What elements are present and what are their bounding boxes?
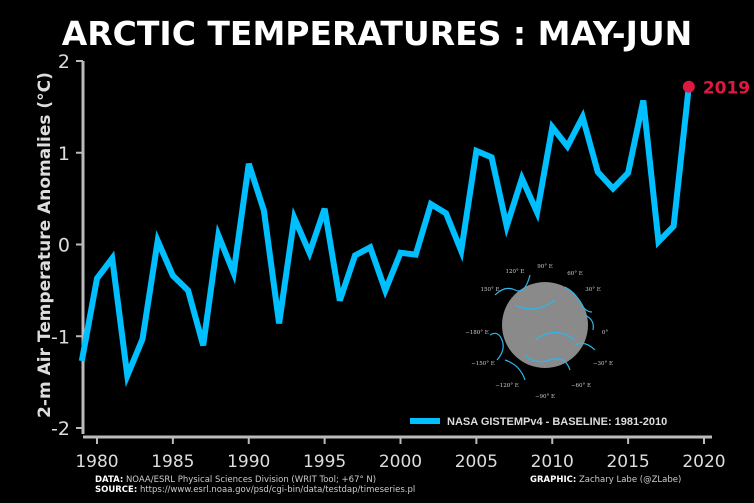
y-tick-label: 1 [58,143,70,165]
data-label: DATA: [95,475,124,485]
footer-graphic: GRAPHIC: Zachary Labe (@ZLabe) [530,475,681,485]
y-axis-label: 2-m Air Temperature Anomalies (°C) [35,72,55,418]
x-tick-label: 1985 [151,452,194,472]
inset-map-label: 90° E [537,264,553,270]
legend-label: NASA GISTEMPv4 - BASELINE: 1981-2010 [447,416,667,428]
inset-map-label: −120° E [495,383,519,389]
inset-map-label: −90° E [535,394,555,400]
highlight-point-2019 [682,80,695,93]
y-tick-label: -2 [51,418,70,440]
inset-arctic-map: 90° E 120° E 60° E 150° E 30° E −180° E 0° −150… [465,264,613,400]
inset-map-label: 120° E [505,269,524,275]
y-tick-label: 0 [58,235,70,257]
inset-map-label: −30° E [593,361,613,367]
inset-coastlines [489,274,596,381]
graphic-text: Zachary Labe (@ZLabe) [578,475,682,485]
x-tick-label: 1990 [227,452,270,472]
x-tick-label: 2010 [531,452,574,472]
inset-globe [502,282,588,368]
legend: NASA GISTEMPv4 - BASELINE: 1981-2010 [410,416,667,428]
series-line [78,86,692,388]
y-tick-label: -1 [51,326,70,348]
data-text: NOAA/ESRL Physical Sciences Division (WR… [125,475,377,485]
inset-map-label: 30° E [585,287,601,293]
source-label: SOURCE: [95,485,138,495]
inset-map-label: −150° E [471,361,495,367]
x-tick-label: 1995 [303,452,346,472]
graphic-label: GRAPHIC: [530,475,577,485]
inset-map-label: 0° [602,330,608,336]
x-tick-label: 2020 [682,452,725,472]
y-tick-label: 2 [58,51,70,73]
annotation-2019: 2019 [703,79,750,99]
source-text: https://www.esrl.noaa.gov/psd/cgi-bin/da… [139,485,416,495]
x-tick-label: 2005 [455,452,498,472]
chart-title: ARCTIC TEMPERATURES : MAY-JUN [61,14,693,53]
footer-data: DATA: NOAA/ESRL Physical Sciences Divisi… [95,475,415,495]
x-tick-label: 2000 [379,452,422,472]
x-tick-label: 2015 [606,452,649,472]
axes: -2 -1 0 1 2 1980 1985 1990 1995 2000 2005 2010 2015 2… [35,51,726,472]
inset-map-label: −180° E [465,330,489,336]
inset-map-label: 60° E [567,271,583,277]
inset-map-label: −60° E [571,383,591,389]
inset-map-label: 150° E [480,287,499,293]
x-tick-label: 1980 [75,452,118,472]
